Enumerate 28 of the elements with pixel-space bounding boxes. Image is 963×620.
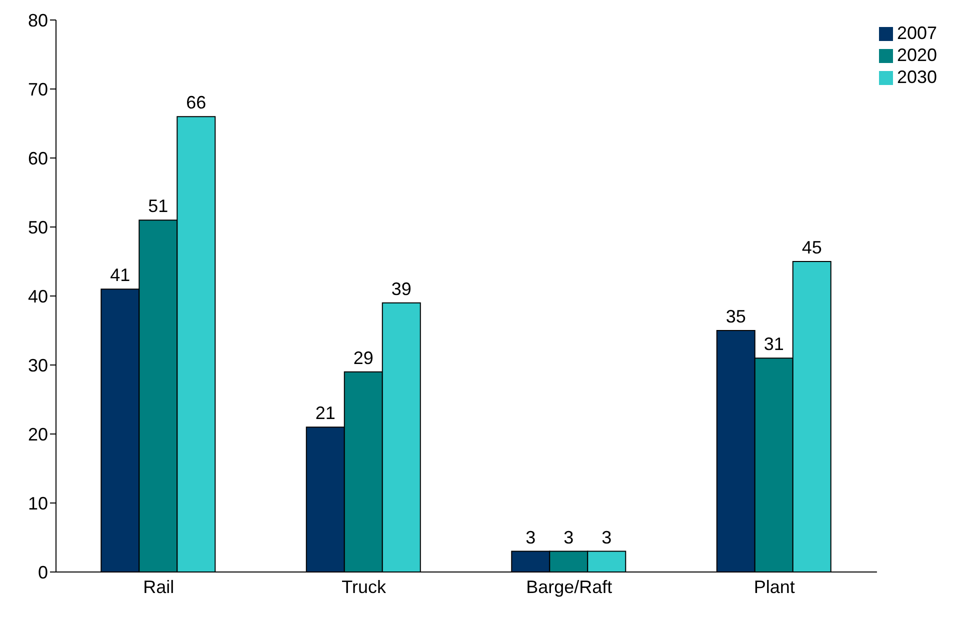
legend-label: 2030 xyxy=(896,67,937,87)
y-tick-label: 80 xyxy=(28,10,48,30)
legend-label: 2020 xyxy=(896,45,937,65)
data-label: 39 xyxy=(391,278,412,299)
data-label: 41 xyxy=(110,265,130,286)
data-label: 3 xyxy=(526,527,536,548)
y-tick-label: 50 xyxy=(28,217,48,238)
y-tick-label: 20 xyxy=(28,424,48,444)
data-label: 35 xyxy=(726,306,746,326)
data-label: 21 xyxy=(315,403,336,424)
y-tick-label: 40 xyxy=(28,286,48,306)
data-label: 29 xyxy=(353,348,374,368)
data-label: 3 xyxy=(602,527,612,548)
x-tick-label: Rail xyxy=(143,576,174,597)
x-tick-label: Barge/Raft xyxy=(526,576,612,597)
data-label: 45 xyxy=(802,238,822,258)
y-tick-label: 10 xyxy=(28,493,48,514)
y-tick-label: 0 xyxy=(38,562,48,582)
data-label: 31 xyxy=(764,334,784,354)
y-tick-label: 70 xyxy=(28,79,48,100)
x-tick-label: Plant xyxy=(754,576,795,597)
data-label: 3 xyxy=(564,527,574,548)
data-label: 66 xyxy=(186,92,206,113)
y-tick-label: 30 xyxy=(28,355,48,376)
legend-label: 2007 xyxy=(896,23,937,43)
y-tick-label: 60 xyxy=(28,148,48,168)
x-tick-label: Truck xyxy=(342,576,388,597)
data-label: 51 xyxy=(148,196,168,216)
